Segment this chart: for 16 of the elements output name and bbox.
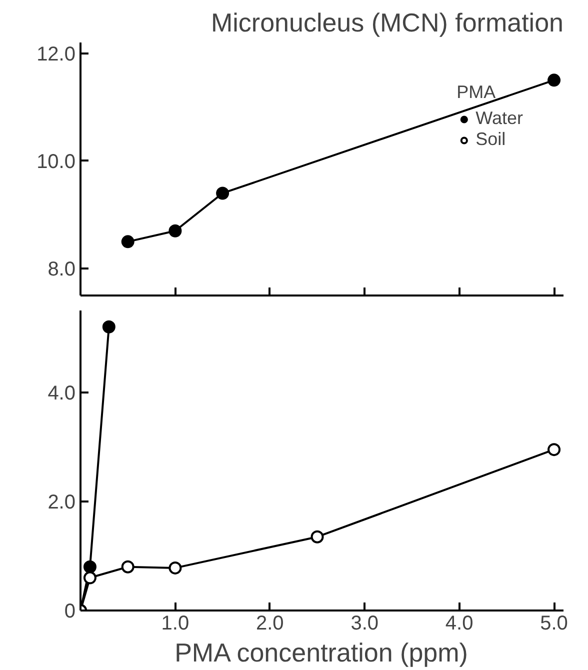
legend-label: Soil xyxy=(476,129,506,150)
y-tick-label: 0 xyxy=(64,600,76,622)
x-tick-label: 2.0 xyxy=(256,612,284,634)
y-tick-label: 2.0 xyxy=(48,491,76,514)
legend-title: PMA xyxy=(456,82,497,103)
legend-label: Water xyxy=(476,108,523,129)
x-tick-label: 4.0 xyxy=(445,612,474,634)
y-tick-label: 10.0 xyxy=(36,150,76,173)
chart-title: Micronucleus (MCN) formation xyxy=(210,8,564,38)
y-tick-label: 4.0 xyxy=(48,382,76,404)
x-tick-label: 5.0 xyxy=(540,612,568,634)
x-tick-label: 3.0 xyxy=(350,612,379,634)
x-axis-title: PMA concentration (ppm) xyxy=(174,638,468,668)
x-tick-label: 1.0 xyxy=(161,612,190,634)
y-tick-label: 8.0 xyxy=(48,258,76,281)
y-tick-label: 12.0 xyxy=(36,43,76,66)
